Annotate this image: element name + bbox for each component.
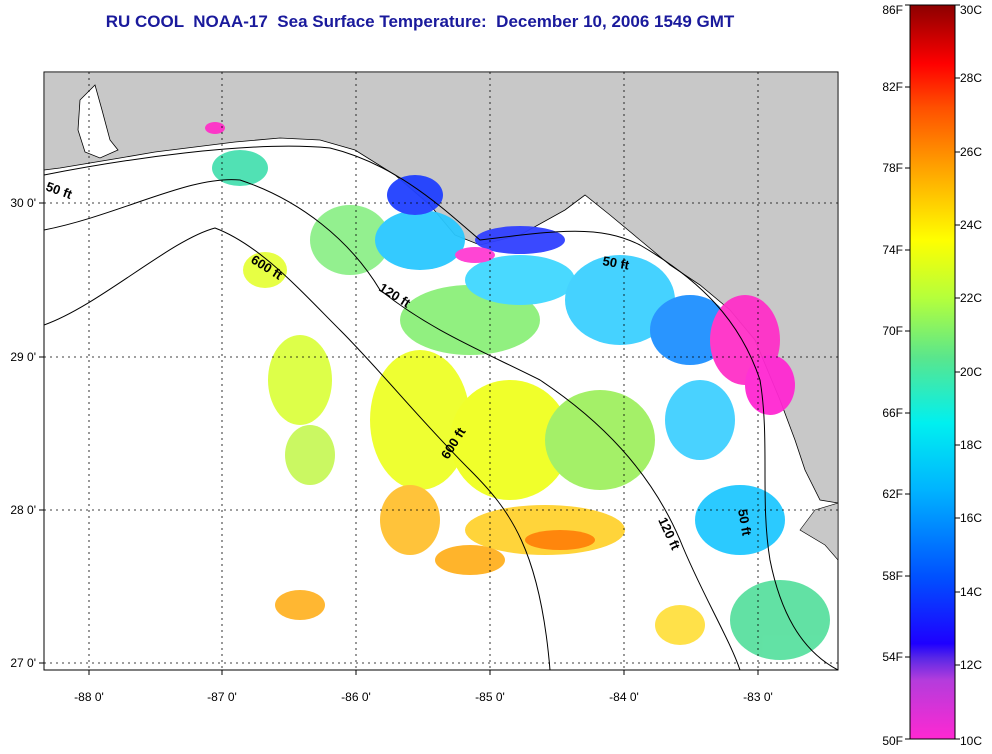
map-title: RU COOL NOAA-17 Sea Surface Temperature:… [105,12,735,31]
lon-tick-label: -87 0' [207,690,237,704]
isobath-600ft [44,227,551,670]
lat-tick-label: 30 0' [10,196,36,210]
mobile-bay [77,84,119,159]
colorbar-f-label: 54F [882,650,903,664]
colorbar [909,4,956,740]
colorbar-f-label: 70F [882,324,903,338]
colorbar-c-label: 20C [960,365,982,379]
colorbar-c-label: 24C [960,218,982,232]
colorbar-c-label: 12C [960,658,982,672]
colorbar-c-label: 28C [960,71,982,85]
lat-tick-label: 29 0' [10,350,36,364]
lon-tick-label: -84 0' [609,690,639,704]
lon-tick-label: -85 0' [475,690,505,704]
colorbar-c-label: 18C [960,438,982,452]
lon-tick-label: -83 0' [743,690,773,704]
tick-marks [39,202,759,675]
isobath-label-50ft-east: 50 ft [601,253,631,273]
lon-tick-label: -86 0' [341,690,371,704]
lon-tick-label: -88 0' [74,690,104,704]
colorbar-c-label: 16C [960,511,982,525]
colorbar-f-label: 62F [882,487,903,501]
sst-imagery [205,122,830,660]
colorbar-c-label: 30C [960,3,982,17]
isobath-50ft [44,145,838,670]
colorbar-f-label: 66F [882,406,903,420]
lat-tick-label: 27 0' [10,656,36,670]
colorbar-f-label: 86F [882,3,903,17]
graticule [44,72,838,670]
lat-tick-label: 28 0' [10,503,36,517]
colorbar-c-label: 22C [960,291,982,305]
land-big-bend-coast [799,502,838,561]
colorbar-ticks [905,4,960,740]
colorbar-f-label: 58F [882,569,903,583]
isobath-label-50ft-south: 50 ft [735,508,755,538]
colorbar-f-label: 78F [882,161,903,175]
colorbar-f-label: 82F [882,80,903,94]
colorbar-c-label: 10C [960,734,982,748]
isobath-120ft [44,179,741,670]
colorbar-c-label: 26C [960,145,982,159]
colorbar-f-label: 74F [882,243,903,257]
colorbar-c-label: 14C [960,585,982,599]
colorbar-f-label: 50F [882,734,903,748]
